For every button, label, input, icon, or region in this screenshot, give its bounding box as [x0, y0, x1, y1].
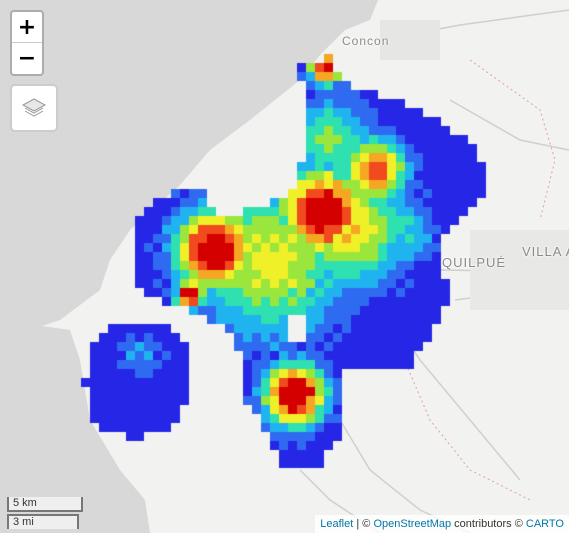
place-label-quilpue: QUILPUÉ — [442, 255, 507, 270]
layers-button[interactable] — [10, 84, 58, 132]
leaflet-link[interactable]: Leaflet — [320, 517, 354, 530]
attribution: Leaflet | © OpenStreetMap contributors ©… — [315, 514, 569, 533]
scale-metric: 5 km — [7, 497, 83, 512]
attribution-separator: | — [356, 517, 360, 530]
layers-icon — [21, 98, 47, 117]
contributors-text: contributors — [454, 517, 512, 530]
scale-imperial: 3 mi — [7, 514, 79, 529]
carto-link[interactable]: CARTO — [525, 517, 564, 530]
osm-link[interactable]: OpenStreetMap — [373, 517, 452, 530]
copyright-symbol: © — [362, 517, 371, 530]
zoom-in-button[interactable]: + — [17, 14, 37, 40]
zoom-out-button[interactable]: − — [12, 42, 42, 73]
copyright-symbol-2: © — [514, 517, 523, 530]
zoom-control: + − — [10, 10, 44, 76]
place-label-villa: VILLA A — [522, 244, 569, 259]
place-label-concon: Concon — [342, 34, 390, 48]
